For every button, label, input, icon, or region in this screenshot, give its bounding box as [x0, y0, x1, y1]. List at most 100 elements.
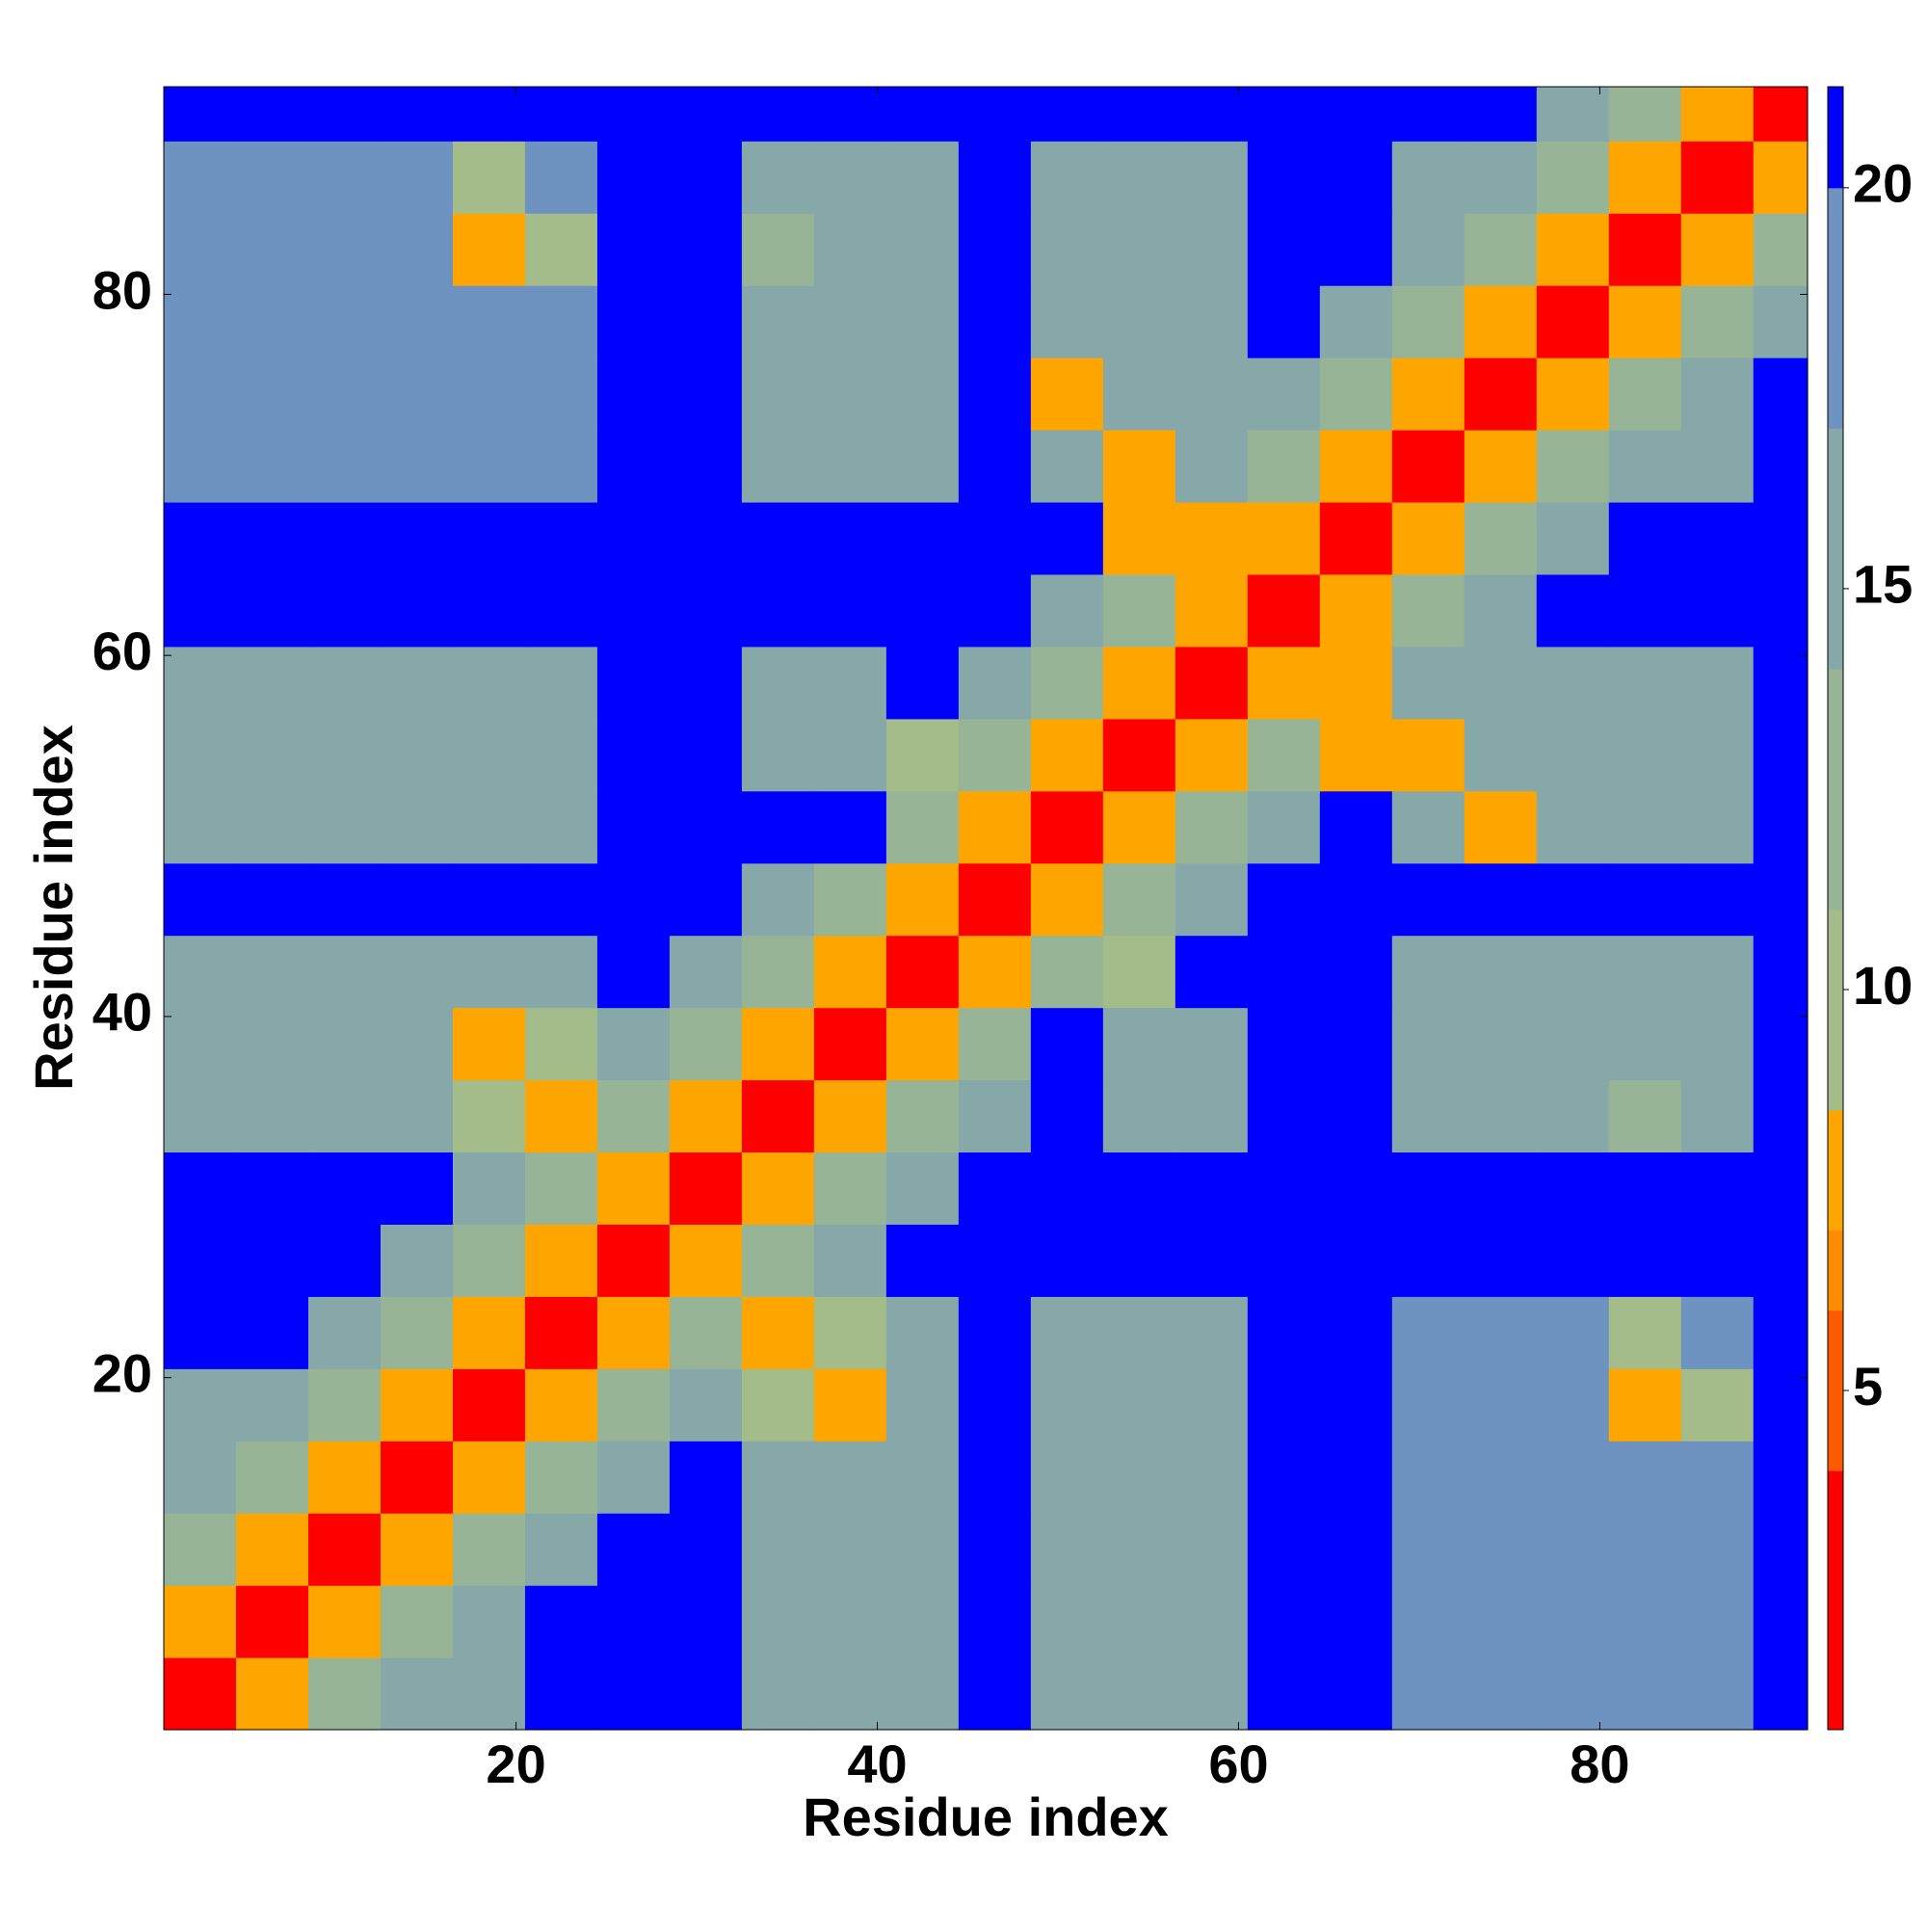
heatmap-cell — [1030, 213, 1104, 286]
heatmap-cell — [1102, 285, 1176, 358]
heatmap-cell — [741, 501, 815, 575]
heatmap-cell — [958, 1368, 1032, 1442]
heatmap-cell — [1247, 357, 1321, 431]
heatmap-cell — [1608, 1368, 1682, 1442]
heatmap-cell — [1680, 285, 1755, 358]
heatmap-cell — [1753, 1368, 1808, 1442]
heatmap-cell — [164, 357, 237, 431]
heatmap-cell — [596, 790, 671, 864]
heatmap-cell — [524, 1296, 598, 1369]
heatmap-cell — [1680, 1513, 1755, 1586]
heatmap-cell — [235, 790, 309, 864]
heatmap-cell — [452, 718, 526, 792]
heatmap-cell — [1030, 1513, 1104, 1586]
heatmap-cell — [452, 1368, 526, 1442]
heatmap-cell — [452, 646, 526, 720]
heatmap-cell — [741, 1441, 815, 1514]
heatmap-cell — [885, 1079, 960, 1153]
heatmap-cell — [669, 1657, 743, 1731]
heatmap-cell — [958, 429, 1032, 503]
heatmap-cell — [596, 285, 671, 358]
heatmap-cell — [1680, 1224, 1755, 1297]
heatmap-cell — [1319, 1441, 1393, 1514]
heatmap-cell — [596, 357, 671, 431]
heatmap-cell — [741, 429, 815, 503]
heatmap-cell — [1175, 1513, 1249, 1586]
heatmap-cell — [1680, 862, 1755, 937]
heatmap-cell — [885, 357, 960, 431]
heatmap-cell — [307, 357, 382, 431]
heatmap-cell — [1319, 213, 1393, 286]
heatmap-cell — [813, 141, 887, 214]
heatmap-cell — [885, 862, 960, 937]
heatmap-cell — [596, 573, 671, 648]
heatmap-cell — [1247, 141, 1321, 214]
heatmap-cell — [452, 1079, 526, 1153]
heatmap-cell — [1536, 1296, 1610, 1369]
heatmap-cell — [1391, 573, 1465, 648]
heatmap-cell — [452, 501, 526, 575]
heatmap-cell — [813, 935, 887, 1009]
heatmap-cell — [1030, 1657, 1104, 1731]
heatmap-cell — [452, 87, 526, 142]
heatmap-cell — [452, 1224, 526, 1297]
heatmap-cell — [813, 1657, 887, 1731]
heatmap-cell — [452, 213, 526, 286]
heatmap-cell — [1175, 1079, 1249, 1153]
heatmap-cell — [1247, 213, 1321, 286]
heatmap-cell — [1680, 1007, 1755, 1081]
heatmap-cell — [1536, 1513, 1610, 1586]
heatmap-cell — [1102, 935, 1176, 1009]
heatmap-cell — [1680, 213, 1755, 286]
heatmap-cell — [380, 285, 454, 358]
heatmap-cell — [1102, 429, 1176, 503]
heatmap-cell — [524, 1151, 598, 1225]
heatmap-cell — [452, 573, 526, 648]
heatmap-cell — [1319, 935, 1393, 1009]
heatmap-cell — [596, 1441, 671, 1514]
heatmap-cell — [235, 1224, 309, 1297]
heatmap-cell — [235, 501, 309, 575]
colorbar-tick-label: 5 — [1853, 1356, 1883, 1416]
heatmap-cell — [1102, 87, 1176, 142]
heatmap-cell — [235, 1007, 309, 1081]
heatmap-cell — [958, 1513, 1032, 1586]
heatmap-cell — [1464, 87, 1538, 142]
heatmap-cell — [885, 718, 960, 792]
heatmap-cell — [1608, 429, 1682, 503]
heatmap-cell — [164, 213, 237, 286]
heatmap-cell — [1391, 501, 1465, 575]
heatmap-cell — [164, 1513, 237, 1586]
heatmap-cell — [669, 1151, 743, 1225]
heatmap-cell — [741, 1368, 815, 1442]
heatmap-cell — [741, 935, 815, 1009]
heatmap-cell — [1175, 141, 1249, 214]
heatmap-cell — [524, 1657, 598, 1731]
heatmap-cell — [1102, 646, 1176, 720]
heatmap-cell — [524, 935, 598, 1009]
heatmap-cell — [1680, 1296, 1755, 1369]
heatmap-cell — [1030, 1368, 1104, 1442]
heatmap-cell — [1536, 357, 1610, 431]
heatmap-cell — [1391, 718, 1465, 792]
heatmap-cell — [1753, 213, 1808, 286]
heatmap-cell — [1319, 141, 1393, 214]
heatmap-cell — [1536, 213, 1610, 286]
heatmap-cell — [235, 285, 309, 358]
heatmap-cell — [452, 429, 526, 503]
heatmap-cell — [1608, 790, 1682, 864]
heatmap-cell — [813, 501, 887, 575]
heatmap-cell — [813, 862, 887, 937]
heatmap-cell — [235, 862, 309, 937]
heatmap-cell — [1680, 646, 1755, 720]
heatmap-cell — [1102, 1368, 1176, 1442]
heatmap-cell — [524, 573, 598, 648]
heatmap-cell — [1608, 285, 1682, 358]
heatmap-cell — [1030, 1585, 1104, 1658]
heatmap-cell — [958, 646, 1032, 720]
heatmap-cell — [452, 357, 526, 431]
heatmap-cell — [741, 1657, 815, 1731]
heatmap-cell — [235, 935, 309, 1009]
heatmap-cell — [380, 1079, 454, 1153]
heatmap-cell — [669, 1585, 743, 1658]
